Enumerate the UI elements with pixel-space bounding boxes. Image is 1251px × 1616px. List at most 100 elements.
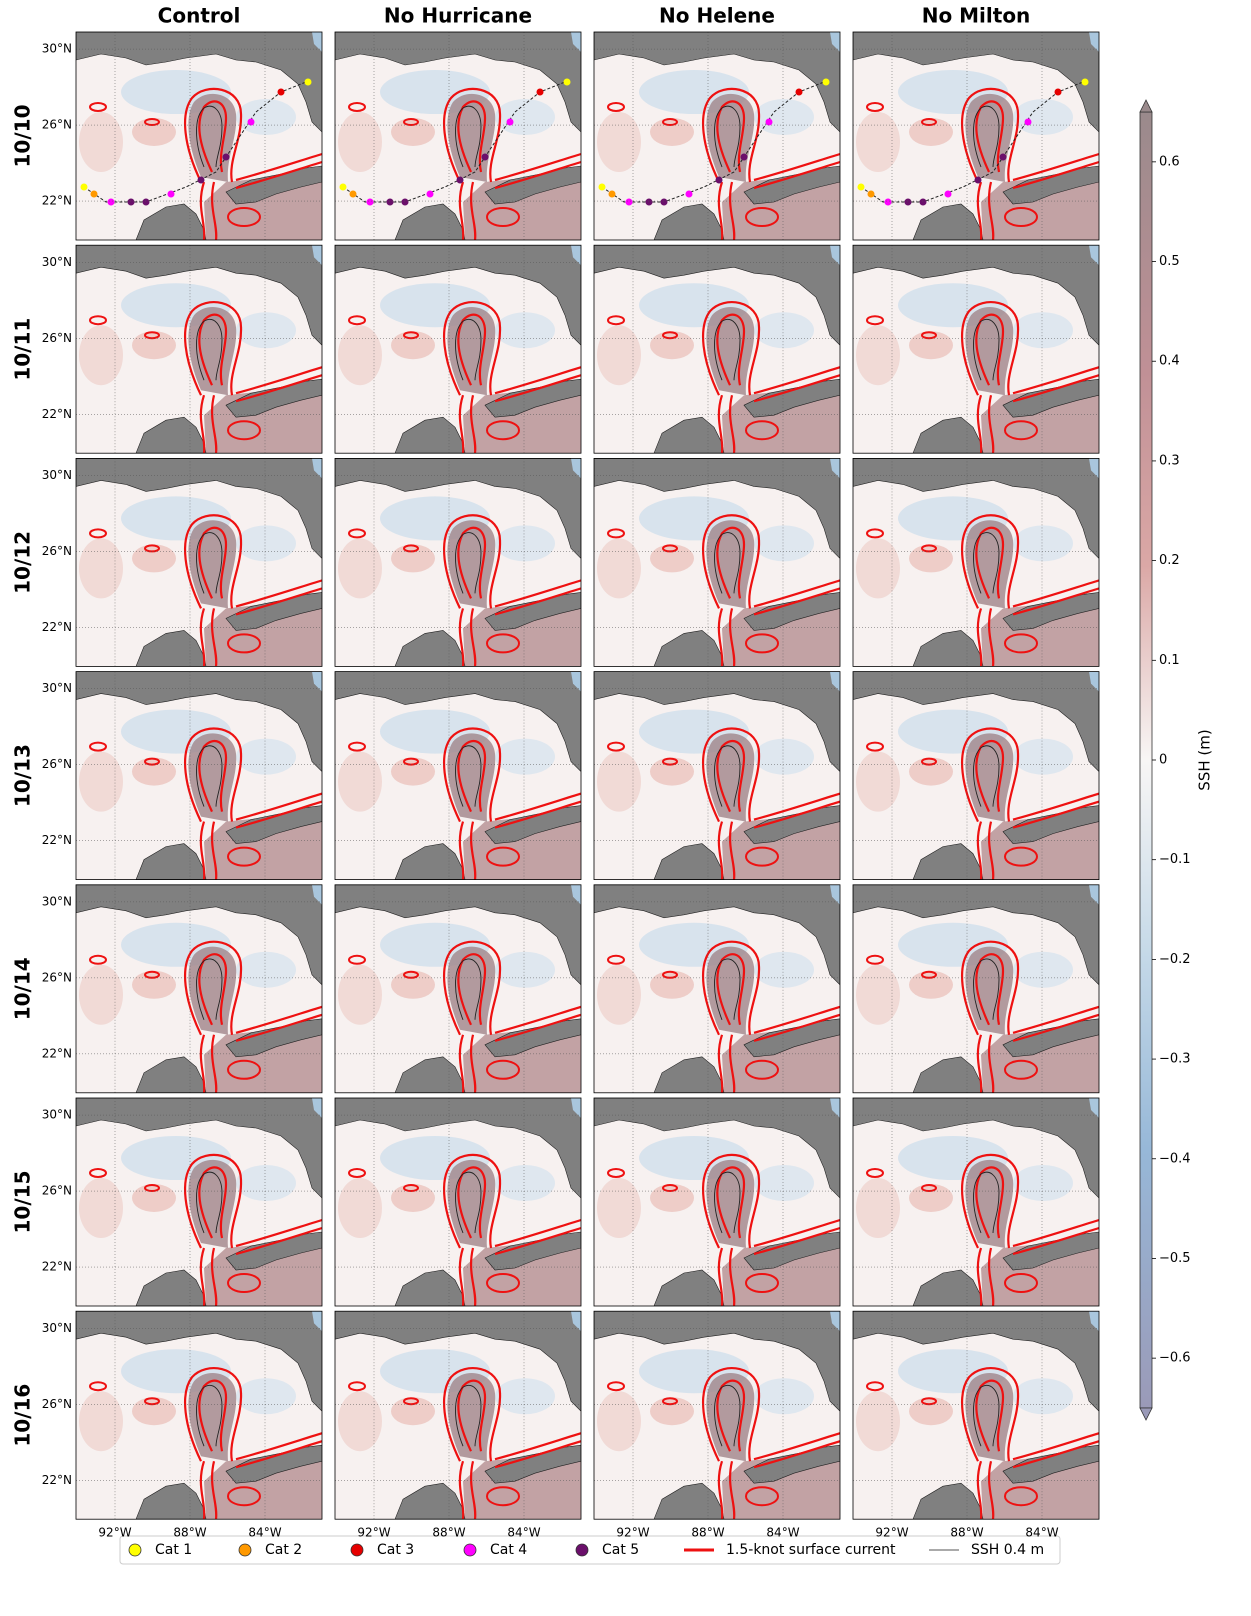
lon-tick-label: 84°W bbox=[248, 1526, 281, 1540]
row-label: 10/14 bbox=[11, 957, 35, 1020]
map-panel bbox=[76, 671, 322, 880]
legend-label: Cat 3 bbox=[377, 1542, 414, 1558]
lat-tick-label: 30°N bbox=[42, 468, 72, 482]
colorbar-extend bbox=[1139, 1407, 1153, 1421]
colorbar-tick-label: −0.1 bbox=[1159, 852, 1191, 867]
row-label: 10/13 bbox=[11, 744, 35, 807]
lat-tick-label: 30°N bbox=[42, 1321, 72, 1335]
colorbar-tick-label: −0.4 bbox=[1159, 1151, 1191, 1166]
legend-marker bbox=[128, 1543, 142, 1557]
lat-tick-label: 30°N bbox=[42, 894, 72, 908]
map-panel bbox=[335, 1098, 581, 1306]
panel-frame bbox=[852, 671, 1100, 880]
panel-frame bbox=[75, 244, 323, 454]
colorbar-tick-label: 0.1 bbox=[1159, 653, 1180, 668]
column-title: No Milton bbox=[922, 4, 1031, 28]
legend-marker bbox=[238, 1543, 252, 1557]
lat-tick-label: 30°N bbox=[42, 681, 72, 695]
colorbar-tick-label: −0.6 bbox=[1159, 1351, 1191, 1366]
map-panel bbox=[594, 671, 840, 880]
panel-frame bbox=[593, 31, 841, 241]
map-panel bbox=[853, 1311, 1099, 1520]
map-panel bbox=[594, 32, 840, 240]
panel-frame bbox=[852, 244, 1100, 454]
lon-tick-label: 88°W bbox=[432, 1526, 465, 1540]
colorbar-extend bbox=[1139, 99, 1153, 113]
lon-tick-label: 84°W bbox=[766, 1526, 799, 1540]
map-panel bbox=[853, 32, 1099, 240]
map-panel bbox=[335, 458, 581, 667]
panel-frame bbox=[852, 1097, 1100, 1307]
legend-label: 1.5-knot surface current bbox=[726, 1542, 896, 1558]
lat-tick-label: 22°N bbox=[42, 1260, 72, 1274]
lat-tick-label: 22°N bbox=[42, 407, 72, 421]
map-panel bbox=[76, 1098, 322, 1306]
panel-frame bbox=[334, 244, 582, 454]
panel-frame bbox=[593, 1310, 841, 1520]
map-panel bbox=[853, 884, 1099, 1093]
panel-frame bbox=[334, 671, 582, 880]
map-panel bbox=[594, 884, 840, 1093]
panel-frame bbox=[852, 457, 1100, 667]
legend-marker bbox=[463, 1543, 477, 1557]
panel-frame bbox=[593, 671, 841, 880]
legend-label: Cat 5 bbox=[602, 1542, 639, 1558]
colorbar-tick-label: −0.2 bbox=[1159, 952, 1191, 967]
panel-frame bbox=[334, 1097, 582, 1307]
map-panel bbox=[335, 671, 581, 880]
panel-frame bbox=[75, 884, 323, 1094]
map-panel bbox=[594, 1311, 840, 1520]
lon-tick-label: 84°W bbox=[507, 1526, 540, 1540]
lat-tick-label: 26°N bbox=[42, 1397, 72, 1411]
map-panel bbox=[853, 1098, 1099, 1306]
lat-tick-label: 22°N bbox=[42, 620, 72, 634]
map-panel bbox=[76, 458, 322, 667]
map-panel bbox=[853, 458, 1099, 667]
map-panel bbox=[76, 32, 322, 240]
lon-tick-label: 92°W bbox=[616, 1526, 649, 1540]
column-title: No Hurricane bbox=[384, 4, 532, 28]
lon-tick-label: 88°W bbox=[691, 1526, 724, 1540]
panel-frame bbox=[334, 884, 582, 1094]
lat-tick-label: 30°N bbox=[42, 42, 72, 56]
colorbar-label: SSH (m) bbox=[1196, 729, 1214, 790]
panel-frame bbox=[593, 244, 841, 454]
map-panel bbox=[76, 884, 322, 1093]
panel-frame bbox=[593, 1097, 841, 1307]
column-title: Control bbox=[158, 4, 241, 28]
lat-tick-label: 22°N bbox=[42, 833, 72, 847]
row-label: 10/10 bbox=[11, 105, 35, 168]
lon-tick-label: 88°W bbox=[173, 1526, 206, 1540]
lat-tick-label: 26°N bbox=[42, 544, 72, 558]
colorbar-tick-label: 0 bbox=[1159, 753, 1167, 768]
panel-frame bbox=[75, 1310, 323, 1520]
lat-tick-label: 26°N bbox=[42, 970, 72, 984]
legend-label: Cat 2 bbox=[265, 1542, 302, 1558]
row-label: 10/12 bbox=[11, 531, 35, 594]
colorbar-tick-label: 0.4 bbox=[1159, 354, 1180, 369]
panel-frame bbox=[852, 884, 1100, 1094]
colorbar-tick-label: −0.3 bbox=[1159, 1052, 1191, 1067]
legend-label: Cat 4 bbox=[490, 1542, 527, 1558]
panel-frame bbox=[75, 1097, 323, 1307]
legend-marker bbox=[350, 1543, 364, 1557]
map-panel bbox=[853, 245, 1099, 454]
legend bbox=[119, 1535, 1061, 1565]
colorbar-tick-label: 0.6 bbox=[1159, 154, 1180, 169]
panel-frame bbox=[852, 1310, 1100, 1520]
lat-tick-label: 30°N bbox=[42, 255, 72, 269]
panel-frame bbox=[334, 1310, 582, 1520]
panel-frame bbox=[75, 31, 323, 241]
lat-tick-label: 22°N bbox=[42, 194, 72, 208]
lat-tick-label: 22°N bbox=[42, 1473, 72, 1487]
map-panel bbox=[594, 458, 840, 667]
map-panel bbox=[335, 245, 581, 454]
legend-label: SSH 0.4 m bbox=[971, 1542, 1044, 1558]
lat-tick-label: 26°N bbox=[42, 118, 72, 132]
row-label: 10/16 bbox=[11, 1384, 35, 1447]
map-panel bbox=[76, 1311, 322, 1520]
colorbar-tick-label: 0.5 bbox=[1159, 254, 1180, 269]
panel-frame bbox=[852, 31, 1100, 241]
